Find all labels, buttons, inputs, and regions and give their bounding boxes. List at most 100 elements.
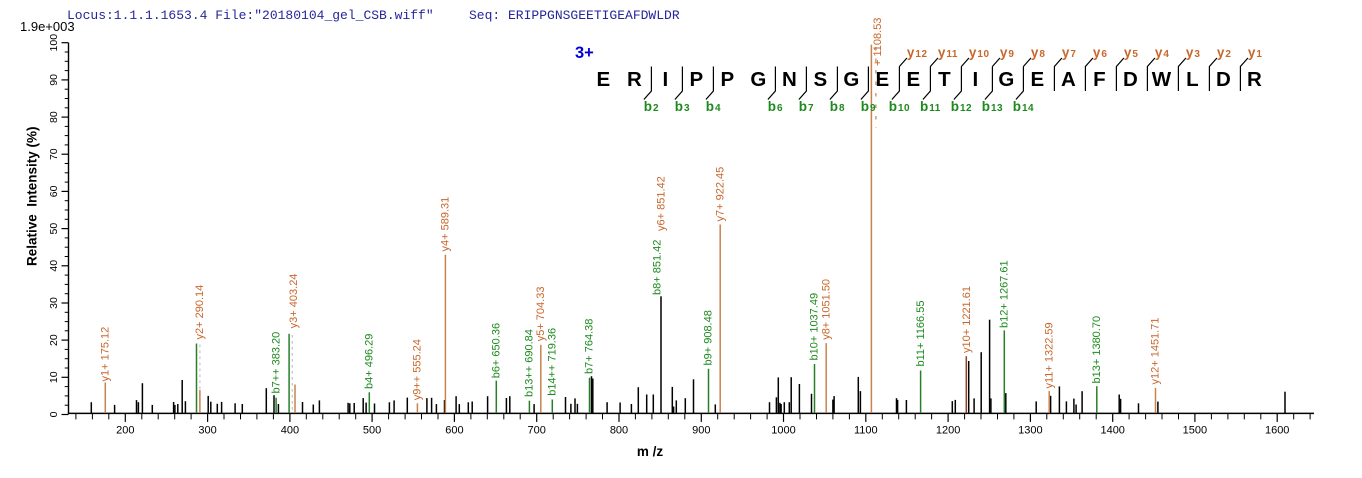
svg-text:P: P	[690, 68, 704, 91]
svg-text:R: R	[627, 68, 642, 91]
svg-text:1000: 1000	[771, 425, 795, 437]
svg-text:b10+ 1037.49: b10+ 1037.49	[809, 293, 821, 361]
svg-text:100: 100	[48, 34, 60, 52]
svg-text:G: G	[843, 68, 859, 91]
svg-text:E: E	[1031, 68, 1045, 91]
svg-text:1.9e+003: 1.9e+003	[20, 19, 75, 34]
svg-text:40: 40	[48, 260, 60, 272]
svg-text:y2: y2	[1217, 45, 1232, 60]
svg-text:b10: b10	[889, 99, 910, 114]
svg-text:b2: b2	[644, 99, 659, 114]
svg-text:Seq: ERIPPGNSGEETIGEAFDWLDR: Seq: ERIPPGNSGEETIGEAFDWLDR	[469, 8, 680, 23]
svg-text:20: 20	[48, 334, 60, 346]
svg-text:b13++ 690.84: b13++ 690.84	[524, 329, 536, 397]
svg-text:Relative Intensity (%): Relative Intensity (%)	[25, 126, 40, 266]
svg-text:y10: y10	[969, 45, 990, 60]
svg-text:D: D	[1216, 68, 1231, 91]
svg-text:b11+ 1166.55: b11+ 1166.55	[915, 301, 927, 367]
svg-text:S: S	[814, 68, 828, 91]
svg-text:y6+ 851.42: y6+ 851.42	[656, 176, 668, 231]
svg-text:1400: 1400	[1100, 425, 1124, 437]
svg-text:y1: y1	[1248, 45, 1263, 60]
svg-text:b6+ 650.36: b6+ 650.36	[491, 323, 503, 378]
svg-text:200: 200	[116, 425, 134, 437]
svg-text:700: 700	[528, 425, 546, 437]
svg-text:Locus:1.1.1.1653.4 File:"20180: Locus:1.1.1.1653.4 File:"20180104_gel_CS…	[67, 8, 434, 23]
svg-text:L: L	[1186, 68, 1199, 91]
svg-text:0: 0	[48, 411, 60, 417]
svg-text:70: 70	[48, 148, 60, 160]
svg-text:b12: b12	[951, 99, 972, 114]
svg-text:y9: y9	[1000, 45, 1015, 60]
svg-text:300: 300	[198, 425, 216, 437]
svg-text:50: 50	[48, 223, 60, 235]
svg-text:y5: y5	[1124, 45, 1139, 60]
svg-text:1500: 1500	[1183, 425, 1207, 437]
svg-text:b9: b9	[861, 99, 876, 114]
svg-text:1300: 1300	[1018, 425, 1042, 437]
svg-text:R: R	[1247, 68, 1262, 91]
svg-text:D: D	[1123, 68, 1138, 91]
svg-text:G: G	[998, 68, 1014, 91]
svg-text:I: I	[663, 68, 669, 91]
svg-text:800: 800	[610, 425, 628, 437]
svg-text:400: 400	[281, 425, 299, 437]
svg-text:G: G	[750, 68, 766, 91]
svg-text:b12+ 1267.61: b12+ 1267.61	[999, 260, 1011, 328]
svg-text:y6: y6	[1093, 45, 1108, 60]
svg-text:b4+ 496.29: b4+ 496.29	[364, 334, 376, 389]
svg-text:N: N	[782, 68, 797, 91]
svg-text:b7++ 383.20: b7++ 383.20	[270, 332, 282, 394]
svg-text:y3+ 403.24: y3+ 403.24	[288, 274, 300, 329]
svg-text:500: 500	[363, 425, 381, 437]
svg-text:y11+ 1322.59: y11+ 1322.59	[1043, 322, 1055, 388]
svg-text:b14++ 719.36: b14++ 719.36	[547, 328, 559, 396]
svg-text:b7+ 764.38: b7+ 764.38	[584, 319, 596, 374]
svg-text:I: I	[973, 68, 979, 91]
svg-text:y9++ 555.24: y9++ 555.24	[412, 339, 424, 400]
svg-text:b8+ 851.42: b8+ 851.42	[652, 240, 664, 295]
svg-text:b4: b4	[706, 99, 721, 114]
svg-text:90: 90	[48, 74, 60, 86]
svg-text:1600: 1600	[1265, 425, 1289, 437]
svg-text:m /z: m /z	[637, 444, 664, 459]
svg-text:b6: b6	[768, 99, 783, 114]
svg-text:y12: y12	[907, 45, 928, 60]
svg-text:b14: b14	[1013, 99, 1034, 114]
svg-text:y1+ 175.12: y1+ 175.12	[100, 327, 112, 382]
svg-text:b8: b8	[830, 99, 845, 114]
svg-text:900: 900	[692, 425, 710, 437]
svg-text:+ 1108.53: + 1108.53	[872, 18, 884, 66]
svg-text:y7+ 922.45: y7+ 922.45	[714, 167, 726, 222]
svg-text:y4+ 589.31: y4+ 589.31	[440, 197, 452, 252]
svg-text:W: W	[1152, 68, 1172, 91]
svg-text:y5+ 704.33: y5+ 704.33	[535, 287, 547, 342]
svg-text:b3: b3	[675, 99, 690, 114]
svg-text:y2+ 290.14: y2+ 290.14	[194, 285, 206, 340]
svg-text:y12+ 1451.71: y12+ 1451.71	[1150, 318, 1162, 385]
svg-text:b11: b11	[920, 99, 941, 114]
svg-text:y4: y4	[1155, 45, 1170, 60]
svg-text:80: 80	[48, 111, 60, 123]
svg-text:y11: y11	[938, 45, 958, 60]
svg-text:A: A	[1061, 68, 1076, 91]
svg-text:E: E	[597, 68, 611, 91]
svg-text:30: 30	[48, 297, 60, 309]
svg-text:y7: y7	[1062, 45, 1077, 60]
svg-text:E: E	[876, 68, 890, 91]
svg-text:F: F	[1093, 68, 1106, 91]
svg-text:y3: y3	[1186, 45, 1201, 60]
svg-text:P: P	[721, 68, 735, 91]
svg-text:b9+ 908.48: b9+ 908.48	[703, 310, 715, 365]
svg-text:1100: 1100	[854, 425, 878, 437]
svg-text:y10+ 1221.61: y10+ 1221.61	[961, 286, 973, 353]
svg-text:b13+ 1380.70: b13+ 1380.70	[1091, 316, 1103, 384]
svg-text:T: T	[938, 68, 951, 91]
svg-text:3+: 3+	[575, 44, 594, 62]
svg-text:1200: 1200	[936, 425, 960, 437]
svg-text:b7: b7	[799, 99, 814, 114]
svg-text:600: 600	[445, 425, 463, 437]
svg-text:y8: y8	[1031, 45, 1046, 60]
svg-text:y8+ 1051.50: y8+ 1051.50	[820, 279, 832, 340]
svg-text:b13: b13	[982, 99, 1003, 114]
